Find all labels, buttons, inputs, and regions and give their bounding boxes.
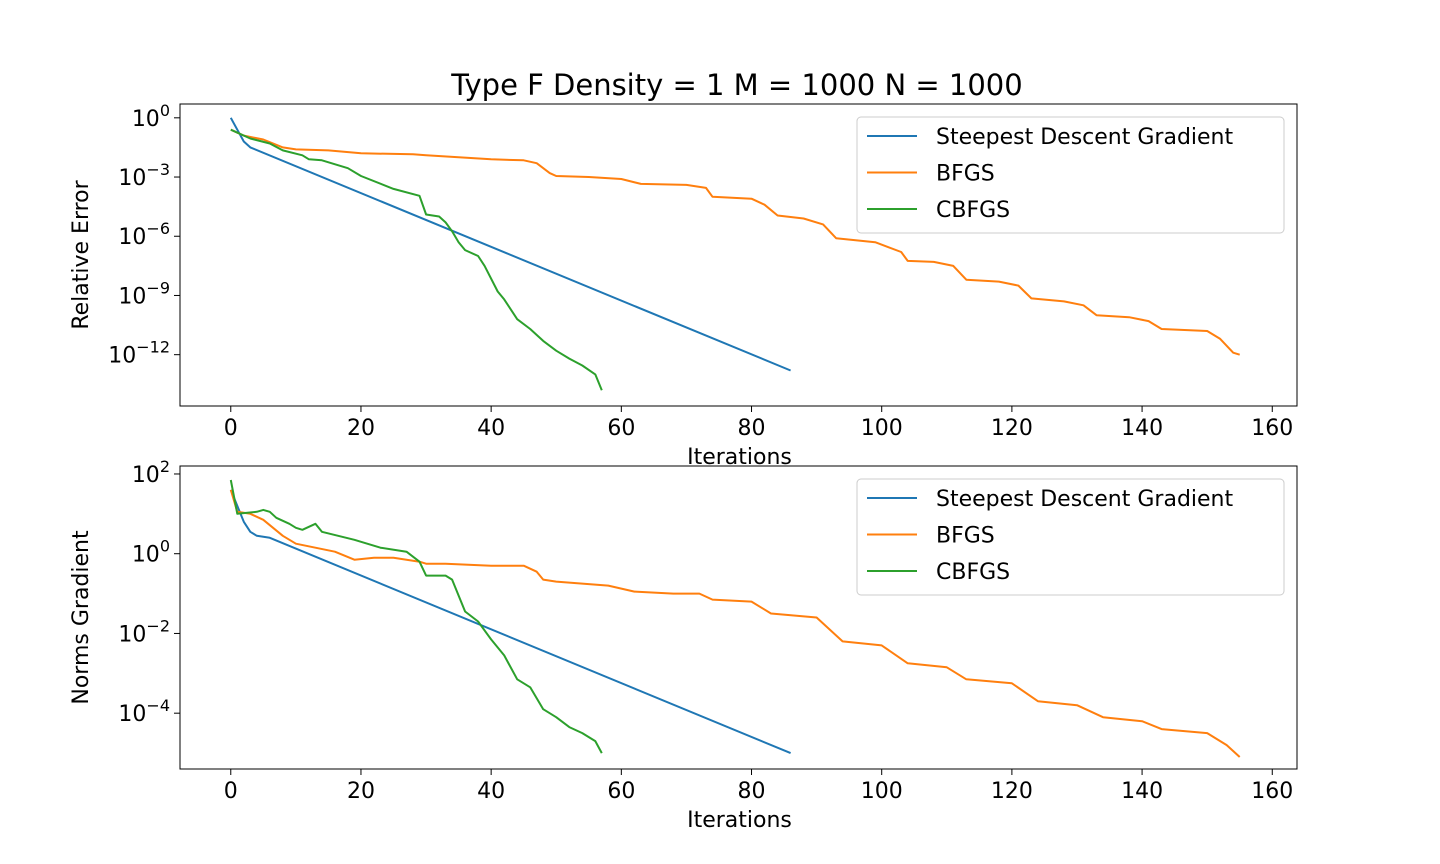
series-line-cbfgs [229,479,603,754]
subplot-1: 0 20 40 60 80 100 120 140 160 100 10−3 10−6 10−9 10−1… [69,101,1298,470]
y-axis-label: Norms Gradient [69,530,94,705]
x-tick-label: 100 [861,416,903,441]
x-tick-label: 80 [738,779,766,804]
series-line-cbfgs [230,128,603,391]
y-tick-label: 100 [132,101,170,132]
y-tick-label: 10−9 [118,278,170,309]
y-axis-label: Relative Error [69,179,94,329]
series-line-steepest-descent-gradient [229,489,791,755]
series-line-bfgs [230,128,1240,356]
axes-frame [179,465,1298,770]
x-tick-label: 60 [607,416,635,441]
x-tick-label: 20 [347,779,375,804]
x-tick-label: 140 [1121,416,1163,441]
x-tick-label: 160 [1251,416,1293,441]
legend-entry-label: Steepest Descent Gradient [936,487,1234,512]
legend-box [856,478,1285,596]
legend: Steepest Descent Gradient BFGS CBFGS [856,478,1285,596]
x-axis-label: Iterations [687,808,792,833]
x-tick-label: 140 [1121,779,1163,804]
y-tick-label: 10−4 [118,696,170,727]
series-line-steepest-descent-gradient [229,117,791,372]
x-tick-label: 0 [224,779,238,804]
x-tick-label: 100 [861,779,903,804]
legend-entry-label: Steepest Descent Gradient [936,125,1234,150]
y-tick-label: 100 [132,537,170,568]
x-tick-label: 80 [738,416,766,441]
legend-entry-label: CBFGS [936,560,1010,585]
series-line-bfgs [229,489,1241,758]
y-tick-label: 102 [132,457,170,488]
x-tick-label: 60 [607,779,635,804]
y-tick-label: 10−12 [108,338,170,369]
subplot-2: 0 20 40 60 80 100 120 140 160 102 100 10−2 10−4 Itera… [69,457,1298,833]
legend-entry-label: CBFGS [936,198,1010,223]
legend-entry-label: BFGS [936,162,995,187]
x-tick-label: 20 [347,416,375,441]
figure-title: Type F Density = 1 M = 1000 N = 1000 [450,68,1022,102]
x-tick-label: 120 [991,779,1033,804]
legend-box [856,116,1285,234]
y-tick-label: 10−2 [118,616,170,647]
x-tick-label: 40 [477,416,505,441]
axes-frame [179,103,1298,407]
y-tick-label: 10−6 [118,219,170,250]
x-tick-label: 40 [477,779,505,804]
x-tick-label: 0 [224,416,238,441]
x-tick-label: 120 [991,416,1033,441]
y-tick-label: 10−3 [118,160,170,191]
x-tick-label: 160 [1251,779,1293,804]
plots-container: 0 20 40 60 80 100 120 140 160 100 10−3 10−6 10−9 10−1… [69,101,1298,833]
legend: Steepest Descent Gradient BFGS CBFGS [856,116,1285,234]
legend-entry-label: BFGS [936,524,995,549]
